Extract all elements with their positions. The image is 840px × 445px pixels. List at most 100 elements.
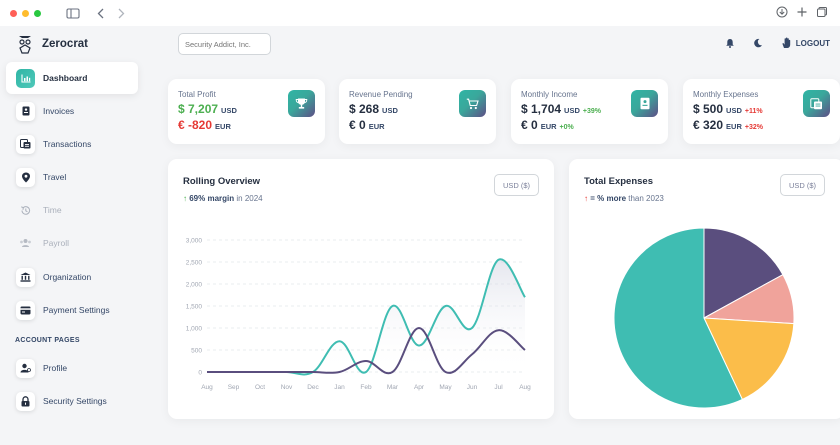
maximize-window-button[interactable]: [34, 9, 41, 17]
user-icon: [16, 358, 35, 378]
stat-value: $ 500: [693, 102, 724, 116]
x-tick-label: Jul: [494, 384, 503, 391]
total-expenses-chart: [613, 227, 795, 409]
sidebar: Zerocrat Dashboard Invoices Transactions…: [0, 26, 150, 445]
stat-currency: EUR: [540, 122, 557, 131]
stat-row-eur: € -820 EUR: [178, 118, 315, 132]
x-tick-label: Aug: [201, 384, 213, 391]
sidebar-item-dashboard[interactable]: Dashboard: [6, 62, 138, 94]
stat-row-eur: € 0 EUR +0%: [521, 118, 658, 132]
stat-currency: USD: [564, 106, 580, 115]
hand-icon: [782, 37, 790, 48]
brand[interactable]: Zerocrat: [16, 34, 88, 54]
credit-card-icon: [16, 300, 35, 320]
sidebar-item-label: Dashboard: [43, 73, 88, 83]
sidebar-item-organization[interactable]: Organization: [6, 261, 138, 293]
minimize-window-button[interactable]: [22, 9, 29, 17]
sidebar-item-time: Time: [6, 194, 138, 226]
map-pin-icon: [16, 167, 35, 187]
stat-currency: USD: [221, 106, 237, 115]
forward-icon[interactable]: [116, 8, 126, 19]
x-tick-label: Nov: [281, 384, 293, 391]
stat-value: $ 1,704: [521, 102, 562, 116]
stat-card-monthly-expenses: Monthly Expenses $ 500 USD +11% € 320 EUR +3…: [683, 79, 840, 144]
panel-title: Rolling Overview: [183, 176, 261, 187]
x-tick-label: May: [439, 384, 452, 391]
sidebar-item-label: Invoices: [43, 106, 75, 116]
pie-slice: [703, 317, 795, 401]
stat-currency: EUR: [215, 122, 231, 131]
tabs-overview-icon[interactable]: [816, 6, 828, 18]
moon-icon[interactable]: [753, 38, 763, 48]
stat-label: Monthly Expenses: [693, 90, 759, 99]
currency-select[interactable]: USD ($): [494, 174, 539, 196]
sidebar-item-label: Time: [43, 205, 62, 215]
organization-selector-input[interactable]: [178, 33, 271, 55]
window-titlebar: [0, 0, 840, 26]
sidebar-item-label: Organization: [43, 272, 92, 282]
invoice-icon: [631, 90, 658, 117]
arrow-up-icon: ↑: [584, 194, 588, 203]
stat-value: $ 7,207: [178, 102, 219, 116]
stat-card-total-profit: Total Profit $ 7,207 USD € -820 EUR: [168, 79, 325, 144]
panel-title: Total Expenses: [584, 176, 653, 187]
new-tab-icon[interactable]: [796, 6, 808, 18]
logout-button[interactable]: LOGOUT: [781, 37, 830, 49]
stat-change: +0%: [559, 124, 574, 131]
currency-select[interactable]: USD ($): [780, 174, 825, 196]
back-icon[interactable]: [96, 8, 106, 19]
x-tick-label: Sep: [228, 384, 240, 391]
total-expenses-panel: Total Expenses ↑ = % more than 2023 USD …: [569, 159, 840, 419]
sidebar-item-travel[interactable]: Travel: [6, 161, 138, 193]
y-tick-label: 0: [198, 370, 202, 377]
x-tick-label: Aug: [519, 384, 531, 391]
stat-row-eur: € 0 EUR: [349, 118, 486, 132]
cart-icon: [459, 90, 486, 117]
margin-suffix: in 2024: [234, 194, 263, 203]
sidebar-item-payment-settings[interactable]: Payment Settings: [6, 294, 138, 326]
download-icon[interactable]: [776, 6, 788, 18]
series-area: [207, 259, 525, 375]
y-tick-label: 1,000: [186, 326, 203, 333]
stat-card-monthly-income: Monthly Income $ 1,704 USD +39% € 0 EUR +0%: [511, 79, 668, 144]
sidebar-item-profile[interactable]: Profile: [6, 352, 138, 384]
stat-row-eur: € 320 EUR +32%: [693, 118, 830, 132]
y-tick-label: 2,000: [186, 282, 203, 289]
brand-name: Zerocrat: [42, 38, 89, 50]
stat-row-usd: $ 500 USD +11%: [693, 102, 830, 116]
x-tick-label: Oct: [255, 384, 265, 391]
sidebar-item-label: Profile: [43, 363, 68, 373]
stat-value: $ 268: [349, 102, 380, 116]
sidebar-item-label: Security Settings: [43, 396, 107, 406]
sidebar-item-transactions[interactable]: Transactions: [6, 128, 138, 160]
expense-suffix: than 2023: [626, 194, 664, 203]
series-line: [207, 326, 526, 375]
history-icon: [16, 201, 35, 220]
x-tick-label: Jan: [334, 384, 345, 391]
sidebar-item-invoices[interactable]: Invoices: [6, 95, 138, 127]
stat-currency: EUR: [726, 122, 742, 131]
sidebar-item-label: Payroll: [43, 238, 69, 248]
x-tick-label: Mar: [387, 384, 399, 391]
sidebar-item-label: Payment Settings: [43, 305, 110, 315]
top-actions: LOGOUT: [725, 37, 830, 49]
sidebar-toggle-icon[interactable]: [66, 7, 80, 19]
sidebar-item-security-settings[interactable]: Security Settings: [6, 385, 138, 417]
rolling-overview-panel: Rolling Overview ↑ 69% margin in 2024 US…: [168, 159, 554, 419]
logout-label: LOGOUT: [795, 38, 830, 48]
trophy-icon: [288, 90, 315, 117]
stat-label: Revenue Pending: [349, 90, 413, 99]
account-pages-heading: ACCOUNT PAGES: [15, 337, 80, 344]
pie-slice: [703, 227, 784, 319]
x-tick-label: Dec: [307, 384, 319, 391]
arrow-up-icon: ↑: [183, 194, 187, 203]
lock-icon: [16, 391, 35, 411]
y-tick-label: 3,000: [186, 238, 203, 245]
bell-icon[interactable]: [725, 38, 735, 48]
close-window-button[interactable]: [10, 9, 17, 17]
transactions-icon: [16, 134, 35, 154]
expense-change: = % more: [590, 194, 627, 203]
users-icon: [16, 234, 35, 253]
stat-label: Monthly Income: [521, 90, 578, 99]
building-icon: [16, 267, 35, 287]
